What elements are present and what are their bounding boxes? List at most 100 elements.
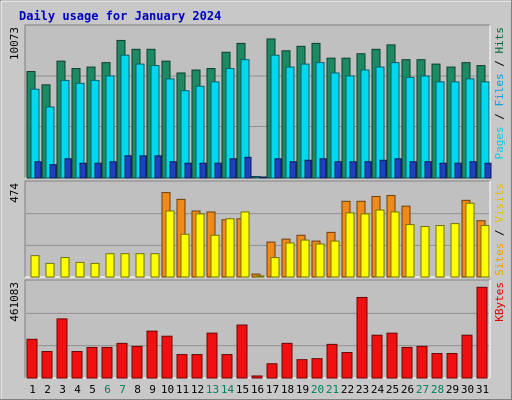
bar-sites-day-14 bbox=[225, 218, 235, 278]
bar-sites-day-23 bbox=[360, 213, 370, 278]
bar-kbytes-day-21 bbox=[326, 343, 338, 379]
bar-pages-day-16 bbox=[259, 176, 267, 179]
x-tick-label-day-5: 5 bbox=[89, 383, 96, 396]
x-tick-label-day-21: 21 bbox=[326, 383, 339, 396]
legend-entry-pages: Pages bbox=[493, 126, 506, 159]
bar-pages-day-26 bbox=[409, 161, 417, 179]
legend-kbytes: KBytes bbox=[493, 282, 506, 322]
bar-kbytes-day-17 bbox=[266, 363, 278, 379]
x-tick-label-day-1: 1 bbox=[29, 383, 36, 396]
bar-pages-day-10 bbox=[169, 161, 177, 179]
legend-visits: Sites / Visits bbox=[493, 183, 506, 276]
bar-pages-day-19 bbox=[304, 159, 312, 179]
bar-kbytes-day-9 bbox=[146, 330, 158, 379]
legend-entry-files: Files bbox=[493, 73, 506, 106]
bar-kbytes-day-28 bbox=[431, 353, 443, 379]
bar-kbytes-day-2 bbox=[41, 350, 53, 379]
bar-kbytes-day-30 bbox=[461, 334, 473, 379]
x-tick-label-day-26: 26 bbox=[401, 383, 414, 396]
series-kbytes bbox=[26, 286, 488, 379]
x-tick-label-day-20: 20 bbox=[311, 383, 324, 396]
bar-pages-day-13 bbox=[214, 162, 222, 179]
bar-pages-day-21 bbox=[334, 161, 342, 179]
bar-pages-day-4 bbox=[79, 162, 87, 179]
bar-pages-day-3 bbox=[64, 158, 72, 179]
bar-pages-day-28 bbox=[439, 162, 447, 179]
bar-pages-day-25 bbox=[394, 158, 402, 179]
bar-pages-day-17 bbox=[274, 158, 282, 179]
bar-pages-day-6 bbox=[109, 161, 117, 179]
x-tick-label-day-12: 12 bbox=[191, 383, 204, 396]
bar-kbytes-day-26 bbox=[401, 346, 413, 379]
bar-pages-day-27 bbox=[424, 161, 432, 179]
bar-sites-day-31 bbox=[480, 225, 490, 278]
bar-kbytes-day-22 bbox=[341, 352, 353, 379]
legend-hits: Pages / Files / Hits bbox=[493, 27, 506, 160]
bar-pages-day-29 bbox=[454, 162, 462, 179]
bar-sites-day-19 bbox=[300, 239, 310, 278]
bar-sites-day-1 bbox=[30, 255, 40, 278]
bar-kbytes-day-15 bbox=[236, 324, 248, 379]
bar-sites-day-12 bbox=[195, 213, 205, 278]
panel-background bbox=[24, 180, 491, 278]
bar-kbytes-day-24 bbox=[371, 334, 383, 379]
x-tick-label-day-10: 10 bbox=[161, 383, 174, 396]
x-tick-label-day-7: 7 bbox=[119, 383, 126, 396]
bar-pages-day-24 bbox=[379, 159, 387, 179]
x-tick-label-day-11: 11 bbox=[176, 383, 189, 396]
bar-kbytes-day-3 bbox=[56, 318, 68, 379]
bar-pages-day-20 bbox=[319, 158, 327, 179]
bar-pages-day-12 bbox=[199, 162, 207, 179]
x-tick-label-day-2: 2 bbox=[44, 383, 51, 396]
x-tick-label-day-4: 4 bbox=[74, 383, 81, 396]
legend-separator: / bbox=[493, 107, 506, 127]
series-sites bbox=[30, 202, 490, 278]
legend-entry-visits: Visits bbox=[493, 183, 506, 223]
x-tick-label-day-31: 31 bbox=[476, 383, 489, 396]
bar-sites-day-17 bbox=[270, 257, 280, 278]
x-tick-label-day-6: 6 bbox=[104, 383, 111, 396]
bar-pages-day-11 bbox=[184, 162, 192, 179]
y-max-label: 461083 bbox=[8, 282, 21, 322]
bar-sites-day-3 bbox=[60, 257, 70, 278]
bar-sites-day-18 bbox=[285, 242, 295, 278]
bar-kbytes-day-25 bbox=[386, 332, 398, 379]
bar-pages-day-9 bbox=[154, 155, 162, 179]
legend-entry-sites: Sites bbox=[493, 243, 506, 276]
bar-kbytes-day-13 bbox=[206, 332, 218, 379]
bar-pages-day-15 bbox=[244, 156, 252, 179]
bar-sites-day-6 bbox=[105, 253, 115, 278]
panel-hits: 10073 Pages / Files / Hits bbox=[8, 24, 506, 179]
bar-sites-day-11 bbox=[180, 233, 190, 278]
bar-pages-day-14 bbox=[229, 158, 237, 179]
bar-sites-day-2 bbox=[45, 262, 55, 278]
bar-sites-day-10 bbox=[165, 210, 175, 278]
chart-title: Daily usage for January 2024 bbox=[19, 9, 221, 23]
x-tick-label-day-9: 9 bbox=[149, 383, 156, 396]
chart-panels: 10073 Pages / Files / Hits 474 Sites / Visi… bbox=[8, 24, 506, 379]
bar-sites-day-5 bbox=[90, 262, 100, 278]
x-tick-label-day-3: 3 bbox=[59, 383, 66, 396]
bar-kbytes-day-5 bbox=[86, 346, 98, 379]
x-tick-label-day-14: 14 bbox=[221, 383, 235, 396]
panel-kbytes: 461083 KBytes bbox=[8, 279, 506, 379]
bar-kbytes-day-4 bbox=[71, 350, 83, 379]
x-tick-label-day-29: 29 bbox=[446, 383, 459, 396]
bar-sites-day-25 bbox=[390, 211, 400, 278]
bar-kbytes-day-7 bbox=[116, 342, 128, 379]
x-tick-label-day-23: 23 bbox=[356, 383, 369, 396]
bar-sites-day-29 bbox=[450, 223, 460, 278]
bar-kbytes-day-29 bbox=[446, 353, 458, 379]
x-tick-label-day-17: 17 bbox=[266, 383, 279, 396]
legend-entry-hits: Hits bbox=[493, 27, 506, 54]
bar-sites-day-13 bbox=[210, 234, 220, 278]
bar-sites-day-7 bbox=[120, 253, 130, 278]
bar-kbytes-day-11 bbox=[176, 354, 188, 379]
bar-sites-day-8 bbox=[135, 253, 145, 278]
y-max-label: 474 bbox=[8, 183, 21, 203]
legend-separator: / bbox=[493, 223, 506, 243]
bar-kbytes-day-20 bbox=[311, 358, 323, 379]
x-axis-day-labels: 1 2 3 4 5 6 7 8 9 10 11 12 13 14 15 16 17 18 19 20 21 22 23 24 2… bbox=[29, 383, 489, 396]
x-tick-label-day-13: 13 bbox=[206, 383, 219, 396]
bar-kbytes-day-10 bbox=[161, 335, 173, 379]
